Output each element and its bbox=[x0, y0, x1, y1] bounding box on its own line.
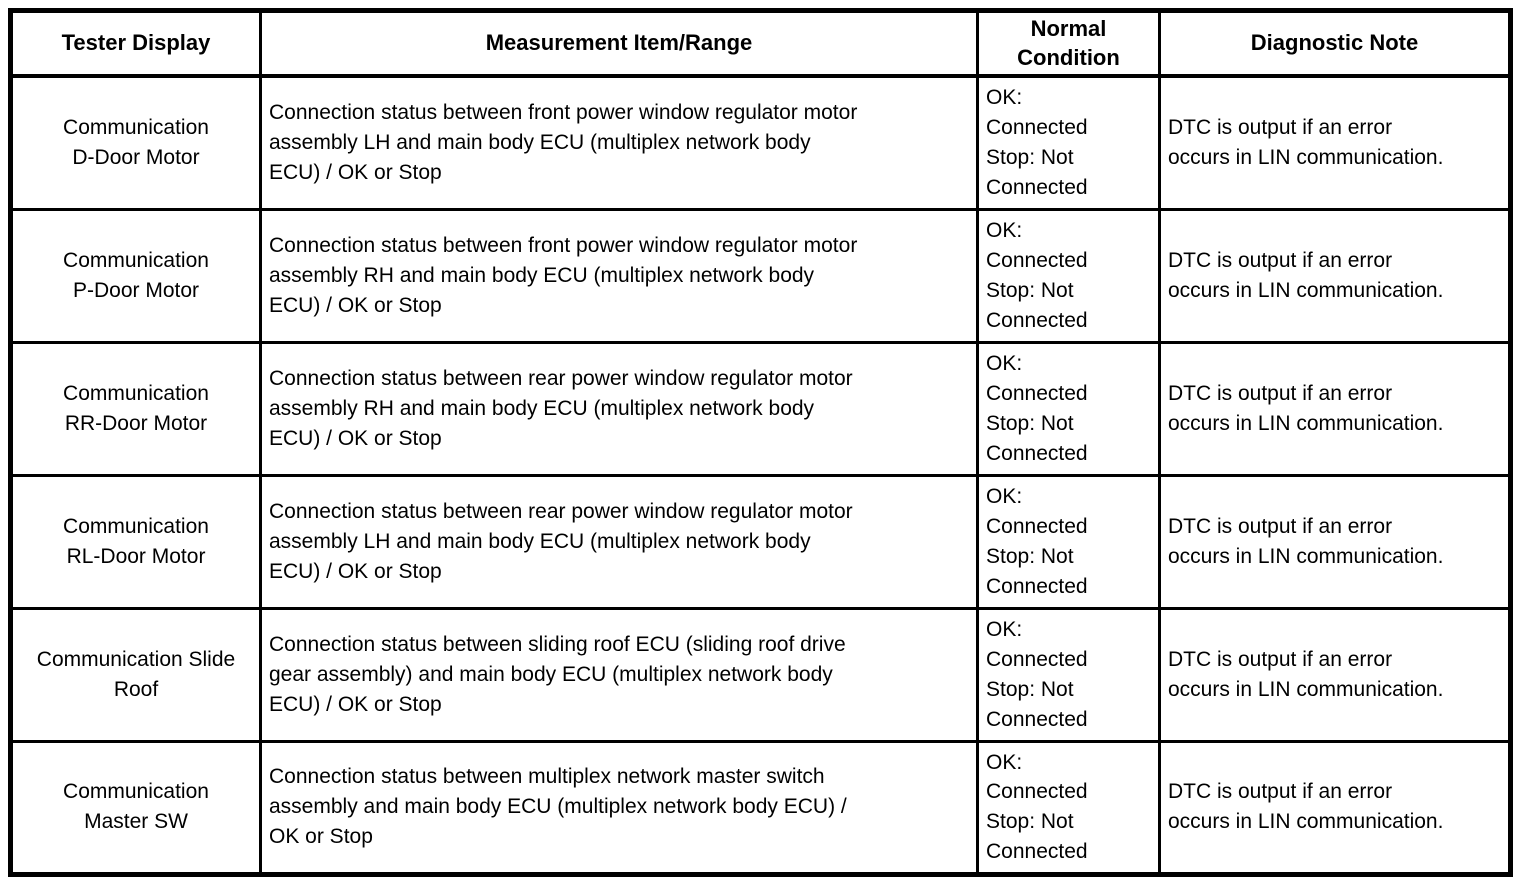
cell-tester-display: Communication D-Door Motor bbox=[9, 74, 262, 211]
header-normal-condition: Normal Condition bbox=[976, 9, 1161, 79]
cell-measurement-item: Connection status between rear power win… bbox=[259, 340, 979, 477]
table-row: Communication RR-Door Motor Connection s… bbox=[9, 340, 1512, 477]
cell-tester-display: Communication Master SW bbox=[9, 739, 262, 876]
cell-tester-display: Communication RL-Door Motor bbox=[9, 473, 262, 610]
cell-tester-display: Communication P-Door Motor bbox=[9, 207, 262, 344]
diagnostic-data-table: Tester Display Measurement Item/Range No… bbox=[8, 8, 1513, 877]
cell-diagnostic-note: DTC is output if an error occurs in LIN … bbox=[1158, 340, 1512, 477]
table-row: Communication P-Door Motor Connection st… bbox=[9, 207, 1512, 344]
header-tester-display: Tester Display bbox=[9, 9, 262, 79]
cell-normal-condition: OK: Connected Stop: Not Connected bbox=[976, 606, 1161, 743]
cell-measurement-item: Connection status between front power wi… bbox=[259, 207, 979, 344]
table-row: Communication D-Door Motor Connection st… bbox=[9, 74, 1512, 211]
table-row: Communication Slide Roof Connection stat… bbox=[9, 606, 1512, 743]
cell-normal-condition: OK: Connected Stop: Not Connected bbox=[976, 74, 1161, 211]
cell-diagnostic-note: DTC is output if an error occurs in LIN … bbox=[1158, 74, 1512, 211]
cell-normal-condition: OK: Connected Stop: Not Connected bbox=[976, 473, 1161, 610]
header-measurement-item-range: Measurement Item/Range bbox=[259, 9, 979, 79]
table-row: Communication Master SW Connection statu… bbox=[9, 739, 1512, 876]
cell-diagnostic-note: DTC is output if an error occurs in LIN … bbox=[1158, 207, 1512, 344]
cell-normal-condition: OK: Connected Stop: Not Connected bbox=[976, 207, 1161, 344]
header-diagnostic-note: Diagnostic Note bbox=[1158, 9, 1512, 79]
cell-tester-display: Communication RR-Door Motor bbox=[9, 340, 262, 477]
cell-diagnostic-note: DTC is output if an error occurs in LIN … bbox=[1158, 739, 1512, 876]
cell-measurement-item: Connection status between front power wi… bbox=[259, 74, 979, 211]
cell-normal-condition: OK: Connected Stop: Not Connected bbox=[976, 739, 1161, 876]
table-row: Communication RL-Door Motor Connection s… bbox=[9, 473, 1512, 610]
cell-tester-display: Communication Slide Roof bbox=[9, 606, 262, 743]
cell-measurement-item: Connection status between sliding roof E… bbox=[259, 606, 979, 743]
cell-diagnostic-note: DTC is output if an error occurs in LIN … bbox=[1158, 473, 1512, 610]
cell-diagnostic-note: DTC is output if an error occurs in LIN … bbox=[1158, 606, 1512, 743]
header-row: Tester Display Measurement Item/Range No… bbox=[9, 9, 1512, 79]
cell-measurement-item: Connection status between rear power win… bbox=[259, 473, 979, 610]
cell-measurement-item: Connection status between multiplex netw… bbox=[259, 739, 979, 876]
cell-normal-condition: OK: Connected Stop: Not Connected bbox=[976, 340, 1161, 477]
